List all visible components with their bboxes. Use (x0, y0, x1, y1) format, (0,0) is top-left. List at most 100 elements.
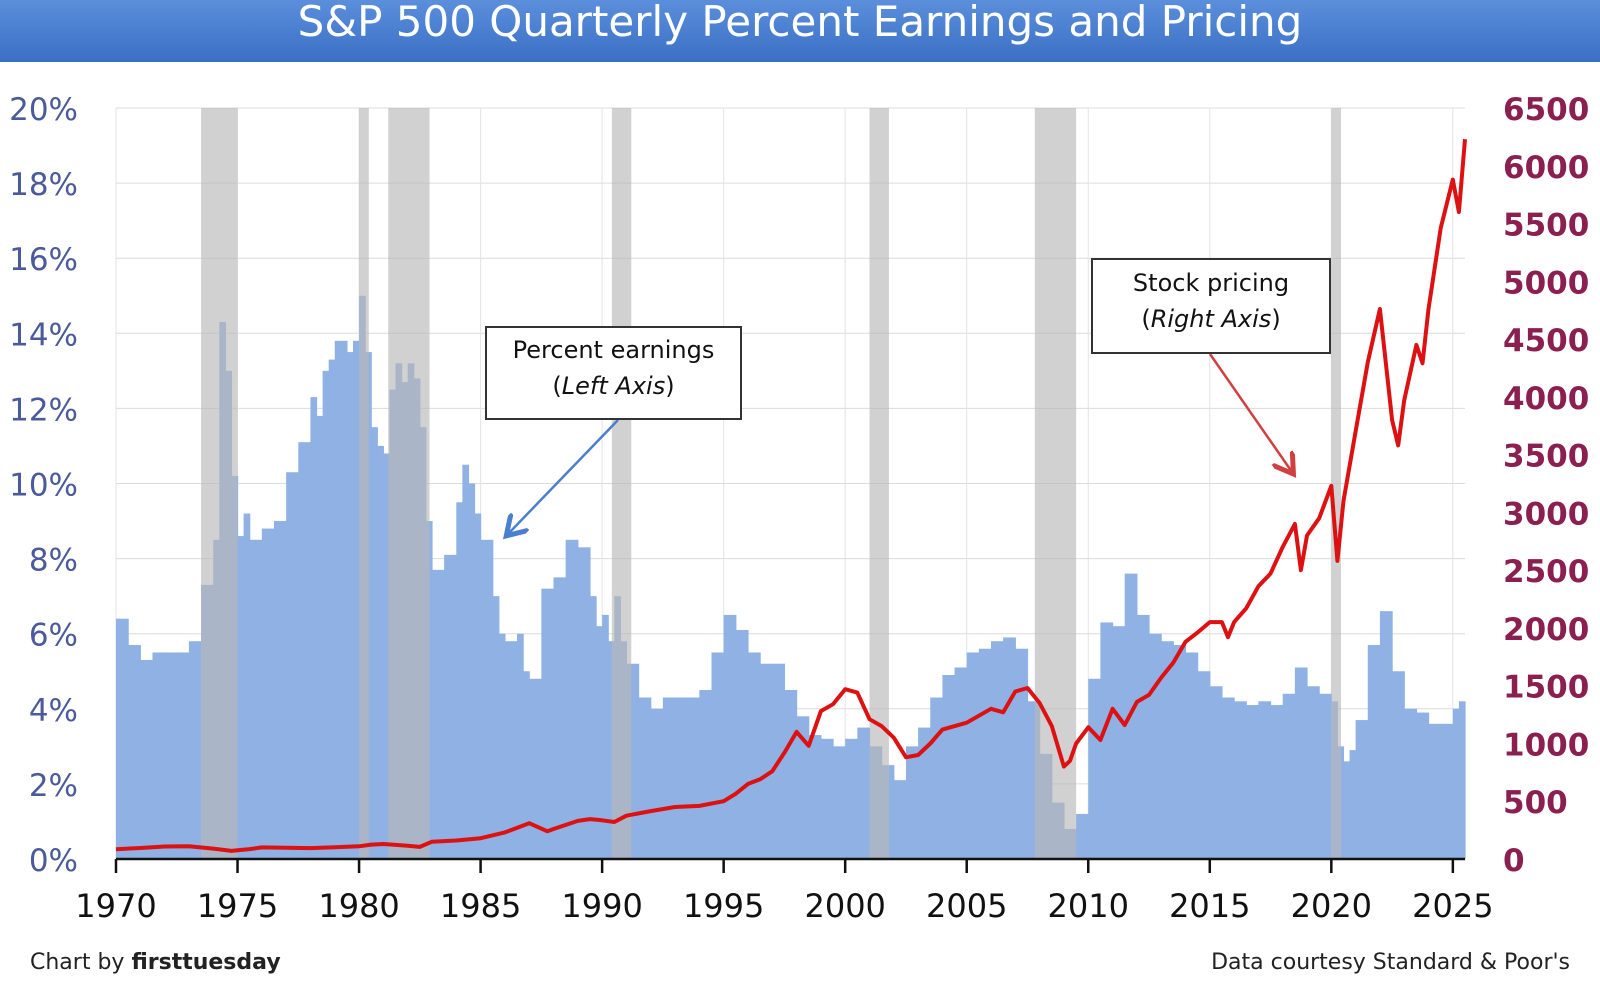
earnings-bar (954, 667, 968, 859)
right-axis-tick-label: 2500 (1503, 554, 1589, 590)
right-axis-tick-label: 5500 (1503, 208, 1589, 244)
earnings-bar (322, 370, 330, 859)
earnings-bar (1136, 614, 1150, 859)
right-axis-tick-label: 4000 (1503, 381, 1589, 417)
earnings-bar (1392, 671, 1405, 859)
recession-band (388, 108, 430, 859)
earnings-bar (747, 652, 761, 859)
right-axis-tick-label: 3500 (1503, 439, 1589, 475)
x-tick-label: 2010 (1048, 887, 1129, 925)
earnings-bar (589, 596, 597, 859)
x-tick-label: 2015 (1169, 887, 1250, 925)
earnings-bar (456, 502, 463, 859)
earnings-bar (978, 648, 992, 859)
left-axis-tick-label: 8% (29, 543, 78, 579)
earnings-bar (371, 427, 378, 859)
x-tick-label: 1970 (75, 887, 156, 925)
earnings-bar (346, 352, 354, 859)
right-axis-tick-label: 1000 (1503, 727, 1589, 763)
x-tick-label: 1980 (318, 887, 399, 925)
right-axis-tick-label: 3000 (1503, 496, 1589, 532)
x-tick-label: 2020 (1291, 887, 1372, 925)
right-axis-tick-label: 4500 (1503, 323, 1589, 359)
earnings-bar (833, 746, 846, 859)
earnings-bar (1112, 626, 1126, 859)
earnings-bar (529, 678, 542, 859)
earnings-bar (1197, 671, 1211, 859)
earnings-bar (942, 675, 956, 859)
left-axis-tick-label: 6% (29, 618, 78, 654)
earnings-annotation: Percent earnings (Left Axis) (485, 326, 742, 420)
earnings-bar (352, 340, 360, 859)
chart-area: 1970 1975 1980 1985 1990 1995 2000 2005 2010 2015… (9, 92, 1589, 925)
earnings-bar (565, 539, 579, 859)
left-axis-tick-label: 20% (9, 92, 78, 128)
left-axis-tick-label: 14% (9, 317, 78, 353)
earnings-annotation-line1: Percent earnings (512, 336, 715, 364)
recession-band (359, 108, 369, 859)
recession-band (1034, 108, 1077, 859)
x-tick-label: 2005 (926, 887, 1007, 925)
left-axis-tick-label: 2% (29, 768, 78, 804)
earnings-bar (1015, 648, 1029, 859)
left-axis-tick-label: 10% (9, 468, 78, 504)
earnings-bar (541, 588, 555, 859)
earnings-bar (255, 539, 263, 859)
x-tick-label: 1975 (197, 887, 278, 925)
left-axis-tick-label: 12% (9, 392, 78, 428)
annotation-arrows (508, 353, 1292, 534)
earnings-bar (1100, 622, 1114, 859)
earnings-bar (1452, 708, 1460, 859)
right-axis-tick-label: 500 (1503, 785, 1568, 821)
recession-band (201, 108, 238, 859)
earnings-bar (650, 708, 664, 859)
earnings-bar (116, 618, 129, 859)
earnings-bar (1307, 686, 1320, 859)
earnings-bar (523, 671, 530, 859)
pricing-annotation-line2: (Right Axis) (1141, 305, 1281, 333)
earnings-bar (249, 539, 257, 859)
earnings-bar (444, 554, 457, 859)
earnings-bar (1234, 701, 1247, 859)
earnings-bar (735, 629, 749, 859)
right-axis-tick-label: 1500 (1503, 670, 1589, 706)
earnings-bar (1270, 705, 1284, 859)
earnings-bar (1076, 813, 1089, 859)
earnings-bar (1003, 637, 1016, 859)
earnings-bar (328, 359, 336, 859)
data-source: Data courtesy Standard & Poor's (1211, 950, 1570, 975)
earnings-bar (1355, 720, 1369, 859)
x-tick-label: 2000 (804, 887, 885, 925)
price-line (115, 139, 1467, 853)
earnings-arrow (508, 419, 619, 534)
earnings-bar (991, 641, 1004, 859)
earnings-bar (237, 536, 245, 859)
earnings-bar (1294, 667, 1308, 859)
earnings-bar (377, 445, 384, 859)
earnings-bar (608, 641, 615, 859)
recession-band (611, 108, 632, 859)
earnings-bar (492, 596, 500, 859)
earnings-bar (723, 614, 737, 859)
left-axis-tick-label: 4% (29, 693, 78, 729)
earnings-bar (602, 614, 609, 859)
earnings-bar (286, 472, 299, 859)
earnings-bar (334, 340, 348, 859)
earnings-bar (468, 483, 476, 859)
pricing-annotation-line1: Stock pricing (1132, 269, 1290, 297)
right-axis-tick-label: 5000 (1503, 265, 1589, 301)
earnings-bar (1161, 641, 1174, 859)
earnings-bar (261, 528, 275, 859)
left-axis-tick-label: 16% (9, 242, 78, 278)
earnings-bar (1367, 644, 1381, 859)
pricing-line-layer (115, 139, 1467, 853)
earnings-bar (687, 697, 700, 859)
earnings-bar (1258, 701, 1272, 859)
earnings-bar (474, 513, 482, 859)
earnings-bar (140, 659, 154, 859)
earnings-bar (462, 464, 470, 859)
earnings-bar (1440, 723, 1454, 859)
earnings-bar (918, 727, 931, 859)
earnings-bar (784, 690, 798, 859)
earnings-bar (128, 644, 141, 859)
